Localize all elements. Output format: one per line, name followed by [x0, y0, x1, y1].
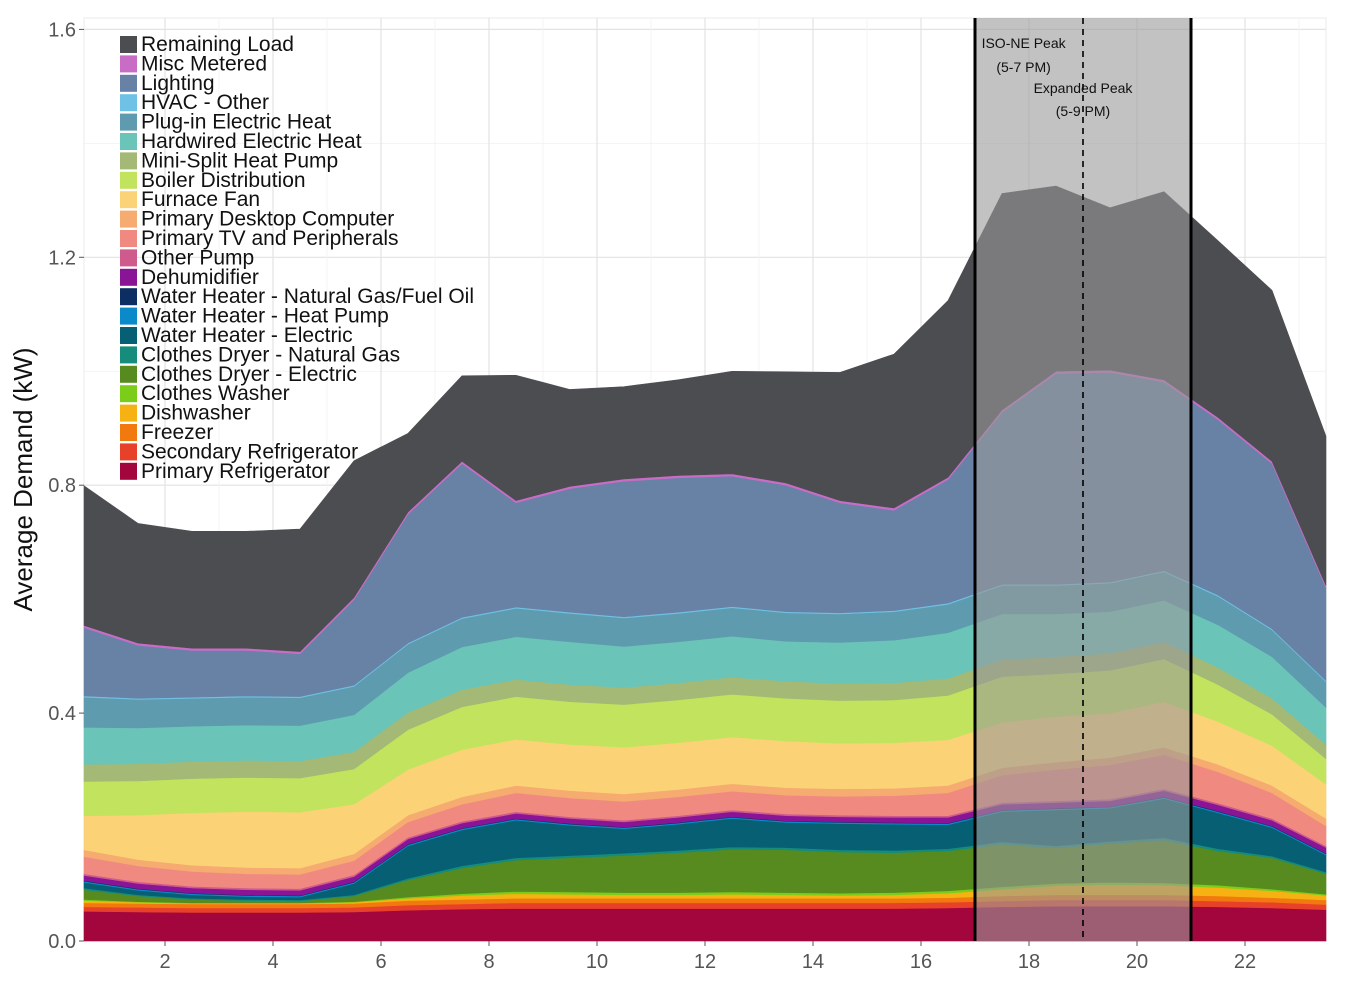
legend-swatch-clothes-dryer-natural-gas	[120, 346, 137, 364]
legend-label-plug-in-electric-heat: Plug-in Electric Heat	[141, 111, 331, 134]
legend-swatch-freezer	[120, 424, 137, 441]
legend-swatch-misc-metered	[120, 55, 137, 73]
legend-swatch-water-heater-heat-pump	[120, 307, 137, 325]
y-tick-label: 1.2	[48, 247, 76, 269]
legend-label-dishwasher: Dishwasher	[141, 402, 251, 425]
legend-swatch-primary-refrigerator	[120, 462, 137, 480]
legend-swatch-hardwired-electric-heat	[120, 133, 137, 150]
legend-label-remaining-load: Remaining Load	[141, 33, 294, 56]
y-tick-label: 0.8	[48, 475, 76, 497]
y-tick-label: 1.6	[48, 19, 76, 41]
y-tick-label: 0.0	[48, 931, 76, 953]
legend-swatch-water-heater-electric	[120, 327, 137, 344]
legend-swatch-hvac-other	[120, 94, 137, 112]
legend-label-secondary-refrigerator: Secondary Refrigerator	[141, 440, 358, 463]
iso-ne-peak-range-label: (5-7 PM)	[996, 59, 1050, 75]
legend-label-lighting: Lighting	[141, 72, 215, 95]
legend-swatch-boiler-distribution	[120, 171, 137, 189]
legend-swatch-secondary-refrigerator	[120, 443, 137, 461]
peak-shaded-region	[975, 18, 1191, 941]
legend-swatch-primary-desktop-computer	[120, 210, 137, 228]
legend-label-water-heater-natural-gas-fuel-oil: Water Heater - Natural Gas/Fuel Oil	[141, 285, 474, 308]
legend-label-clothes-washer: Clothes Washer	[141, 382, 290, 405]
legend-label-hardwired-electric-heat: Hardwired Electric Heat	[141, 130, 362, 153]
y-axis-title: Average Demand (kW)	[8, 348, 38, 612]
legend-swatch-remaining-load	[120, 36, 137, 53]
legend-swatch-mini-split-heat-pump	[120, 152, 137, 170]
legend-label-boiler-distribution: Boiler Distribution	[141, 169, 306, 192]
legend-label-hvac-other: HVAC - Other	[141, 91, 269, 114]
legend-label-misc-metered: Misc Metered	[141, 52, 267, 75]
legend-swatch-lighting	[120, 74, 137, 92]
expanded-peak-range-label: (5-9 PM)	[1056, 103, 1110, 119]
legend-swatch-dishwasher	[120, 404, 137, 422]
y-tick-label: 0.4	[48, 703, 76, 725]
x-tick-label: 8	[483, 951, 494, 973]
peak-region: ISO-NE Peak (5-7 PM) Expanded Peak (5-9 PM)	[973, 18, 1193, 941]
legend-label-primary-refrigerator: Primary Refrigerator	[141, 460, 330, 483]
legend-swatch-furnace-fan	[120, 191, 137, 209]
legend-swatch-plug-in-electric-heat	[120, 113, 137, 131]
x-tick-label: 10	[586, 951, 608, 973]
legend-label-primary-desktop-computer: Primary Desktop Computer	[141, 208, 394, 231]
legend-label-water-heater-heat-pump: Water Heater - Heat Pump	[141, 305, 389, 328]
legend-label-clothes-dryer-natural-gas: Clothes Dryer - Natural Gas	[141, 343, 400, 366]
axes: 0.0 0.4 0.8 1.2 1.6 2 4 6 8 10 12 14 16 18 20 22 Average…	[8, 19, 1256, 973]
x-tick-label: 16	[910, 951, 932, 973]
x-tick-label: 6	[375, 951, 386, 973]
x-tick-label: 22	[1234, 951, 1256, 973]
legend-label-furnace-fan: Furnace Fan	[141, 188, 260, 211]
legend-swatch-clothes-washer	[120, 385, 137, 403]
legend-label-clothes-dryer-electric: Clothes Dryer - Electric	[141, 363, 357, 386]
legend-swatch-water-heater-natural-gas-fuel-oil	[120, 288, 137, 306]
iso-ne-peak-label: ISO-NE Peak	[982, 35, 1067, 51]
legend-label-dehumidifier: Dehumidifier	[141, 266, 259, 289]
x-tick-label: 4	[267, 951, 278, 973]
x-tick-label: 20	[1126, 951, 1148, 973]
legend-label-water-heater-electric: Water Heater - Electric	[141, 324, 353, 347]
legend-label-primary-tv-and-peripherals: Primary TV and Peripherals	[141, 227, 399, 250]
legend-swatch-clothes-dryer-electric	[120, 365, 137, 383]
legend-swatch-primary-tv-and-peripherals	[120, 230, 137, 247]
x-tick-label: 14	[802, 951, 824, 973]
legend-label-mini-split-heat-pump: Mini-Split Heat Pump	[141, 149, 338, 172]
x-tick-label: 18	[1018, 951, 1040, 973]
x-tick-label: 12	[694, 951, 716, 973]
legend-label-freezer: Freezer	[141, 421, 213, 444]
legend-label-other-pump: Other Pump	[141, 246, 254, 269]
x-tick-label: 2	[159, 951, 170, 973]
legend-swatch-dehumidifier	[120, 268, 137, 286]
expanded-peak-label: Expanded Peak	[1034, 80, 1134, 96]
legend-swatch-other-pump	[120, 249, 137, 267]
